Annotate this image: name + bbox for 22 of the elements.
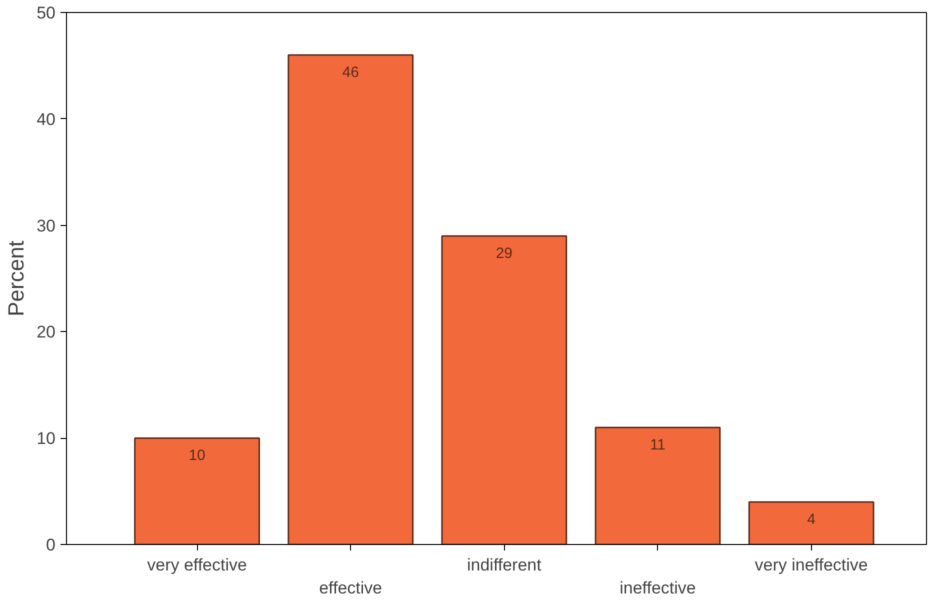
bar: [441, 235, 568, 544]
y-tick-label: 50: [36, 4, 56, 22]
bar: [288, 54, 414, 544]
x-tick-label: very effective: [147, 556, 247, 574]
x-tick-label: very ineffective: [754, 556, 868, 574]
bar: [594, 426, 721, 544]
y-tick-label: 40: [36, 110, 56, 129]
y-axis-title: Percent: [4, 240, 29, 316]
y-tick-label: 10: [36, 429, 56, 448]
data-label: 4: [807, 510, 816, 528]
y-tick-label: 30: [36, 216, 56, 236]
x-tick-label: effective: [319, 578, 382, 598]
bar: [748, 501, 874, 544]
y-tick-label: 0: [46, 536, 56, 554]
data-label: 10: [188, 447, 206, 464]
x-tick-label: ineffective: [620, 578, 696, 598]
data-label: 29: [496, 244, 513, 262]
data-label: 11: [650, 436, 666, 454]
x-tick-label: indifferent: [467, 556, 542, 574]
data-label: 46: [342, 64, 359, 82]
bar: [134, 437, 260, 544]
y-tick-label: 20: [36, 322, 56, 342]
